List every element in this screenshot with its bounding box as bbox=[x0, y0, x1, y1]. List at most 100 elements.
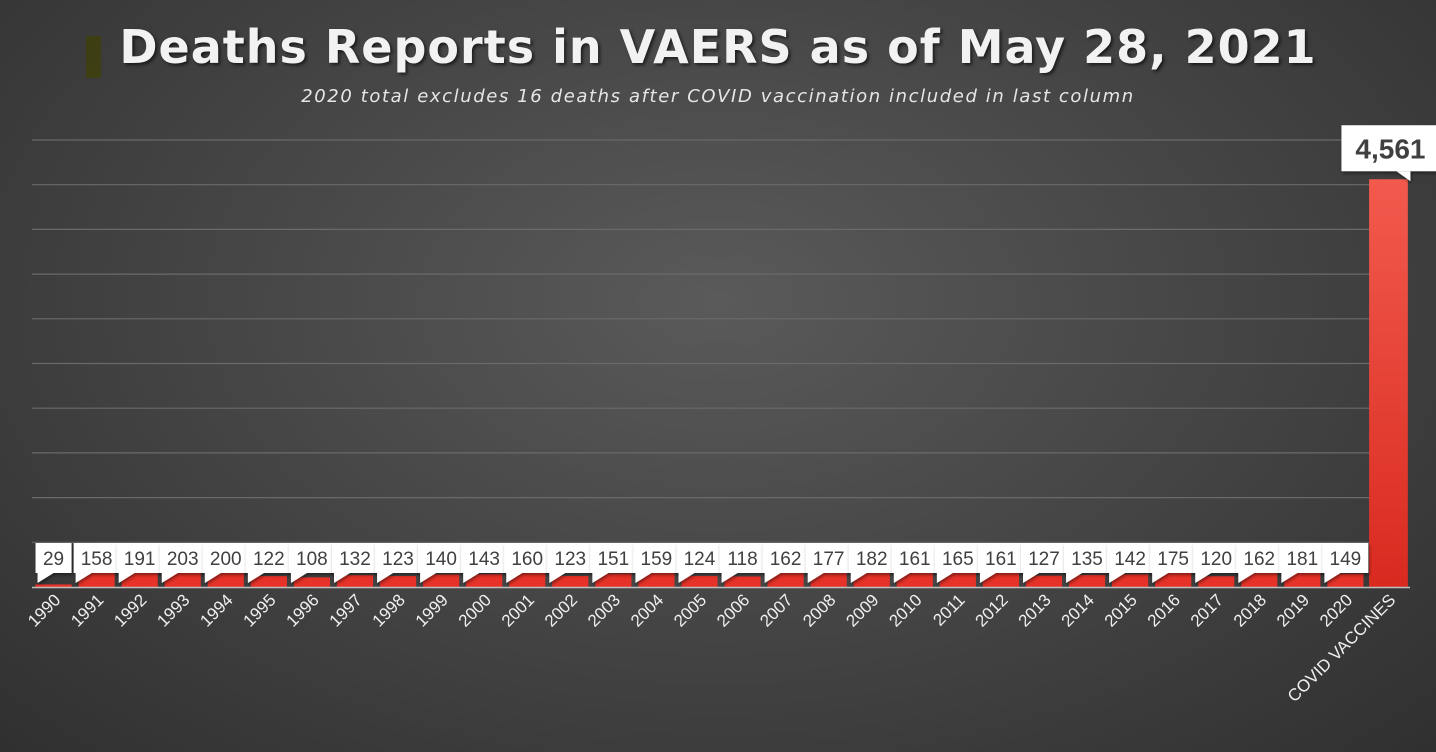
bar bbox=[1198, 576, 1235, 587]
data-label-callout bbox=[633, 543, 680, 583]
chart-title: Deaths Reports in VAERS as of May 28, 20… bbox=[119, 20, 1317, 74]
x-tick-label: 1990 bbox=[24, 590, 64, 630]
x-tick-label: 2002 bbox=[541, 590, 581, 630]
data-label: 177 bbox=[813, 549, 845, 570]
x-tick-label: 1999 bbox=[412, 590, 452, 630]
data-label-callout bbox=[245, 543, 292, 583]
data-label-pointer bbox=[247, 573, 264, 583]
bar bbox=[595, 573, 632, 587]
data-label-box bbox=[1279, 543, 1326, 573]
x-tick-label: 1995 bbox=[239, 590, 279, 630]
data-label-box bbox=[35, 543, 72, 573]
bar bbox=[35, 584, 72, 587]
x-tick-label: 2012 bbox=[972, 590, 1012, 630]
data-label-callout bbox=[332, 543, 378, 583]
data-label-pointer bbox=[1195, 573, 1212, 583]
data-label: 160 bbox=[511, 549, 543, 570]
data-label-callout bbox=[1107, 543, 1154, 583]
data-label: 191 bbox=[124, 549, 156, 570]
data-label-box bbox=[1236, 543, 1283, 573]
x-tick-label: 2020 bbox=[1316, 590, 1356, 630]
data-label-pointer bbox=[850, 573, 867, 583]
data-label-pointer bbox=[1281, 573, 1298, 583]
data-label-pointer bbox=[463, 573, 480, 583]
data-label: 140 bbox=[425, 549, 457, 570]
x-tick-label: 1997 bbox=[326, 590, 366, 630]
data-label-callout bbox=[848, 543, 895, 583]
data-label-pointer bbox=[1023, 573, 1040, 583]
data-label-pointer bbox=[75, 573, 92, 583]
data-label-box bbox=[159, 543, 206, 573]
x-tick-label: 1993 bbox=[153, 590, 193, 630]
data-label-pointer bbox=[592, 573, 609, 583]
data-label-box bbox=[805, 543, 852, 573]
data-label-callout bbox=[762, 543, 809, 583]
data-label-box bbox=[1021, 543, 1067, 573]
data-label-pointer bbox=[1324, 573, 1341, 583]
x-tick-label: 2009 bbox=[842, 590, 882, 630]
x-tick-label: 1991 bbox=[67, 590, 107, 630]
bar bbox=[767, 572, 804, 587]
bar bbox=[423, 574, 460, 587]
bar bbox=[1068, 574, 1106, 587]
data-label-pointer bbox=[549, 573, 566, 583]
data-label-callout bbox=[1021, 543, 1067, 583]
data-label: 158 bbox=[81, 549, 113, 570]
x-tick-label: 2013 bbox=[1015, 590, 1055, 630]
x-tick-label: 2019 bbox=[1273, 590, 1313, 630]
x-tick-label: 2003 bbox=[584, 590, 624, 630]
data-label-callout bbox=[375, 543, 421, 583]
data-label-pointer bbox=[764, 573, 781, 583]
data-label-pointer bbox=[37, 573, 54, 583]
data-label-callout bbox=[159, 543, 206, 583]
data-label-pointer bbox=[1066, 573, 1083, 583]
x-tick-label: 1992 bbox=[110, 590, 150, 630]
data-label: 165 bbox=[942, 549, 974, 570]
data-label-callout bbox=[719, 543, 766, 583]
data-label-box bbox=[1341, 125, 1436, 172]
bar bbox=[250, 576, 287, 587]
data-label-pointer bbox=[807, 573, 824, 583]
data-label-box bbox=[590, 543, 637, 573]
title-accent-bar bbox=[86, 36, 101, 78]
data-label-pointer bbox=[506, 573, 523, 583]
bar bbox=[1327, 573, 1364, 587]
data-label-box bbox=[762, 543, 809, 573]
data-label-box bbox=[633, 543, 680, 573]
bar bbox=[1241, 572, 1278, 587]
data-label-box bbox=[1322, 543, 1369, 573]
data-label-pointer bbox=[721, 573, 738, 583]
data-label-box bbox=[202, 543, 249, 573]
bar bbox=[1369, 179, 1408, 588]
data-label: 159 bbox=[641, 549, 673, 570]
data-label-callout bbox=[547, 543, 594, 583]
data-label-callout bbox=[461, 543, 508, 583]
x-tick-label: 2007 bbox=[756, 590, 796, 630]
data-label-callout bbox=[590, 543, 637, 583]
data-label: 135 bbox=[1071, 549, 1103, 570]
data-label: 4,561 bbox=[1355, 133, 1425, 164]
data-label-callout bbox=[418, 543, 465, 583]
gridlines bbox=[32, 139, 1370, 543]
x-tick-label: 2008 bbox=[799, 590, 839, 630]
data-label-pointer bbox=[678, 573, 695, 583]
data-label-pointer bbox=[1152, 573, 1169, 583]
data-label-box bbox=[1193, 543, 1240, 573]
data-label-callout bbox=[891, 543, 938, 583]
data-label-callout bbox=[73, 543, 120, 583]
data-label-callout bbox=[202, 543, 249, 583]
data-label-box bbox=[73, 543, 120, 573]
x-tick-label: 2015 bbox=[1101, 590, 1141, 630]
x-tick-label: 2014 bbox=[1058, 590, 1098, 630]
bar bbox=[638, 572, 675, 587]
data-label: 127 bbox=[1028, 549, 1060, 570]
data-label-box bbox=[1107, 543, 1154, 573]
bar bbox=[681, 575, 718, 587]
data-label-box bbox=[1150, 543, 1197, 573]
data-label: 142 bbox=[1114, 549, 1146, 570]
data-label-callout bbox=[676, 543, 723, 583]
data-label-box bbox=[332, 543, 378, 573]
data-label-box bbox=[245, 543, 292, 573]
data-label-box bbox=[1064, 543, 1110, 573]
data-label: 122 bbox=[253, 549, 285, 570]
